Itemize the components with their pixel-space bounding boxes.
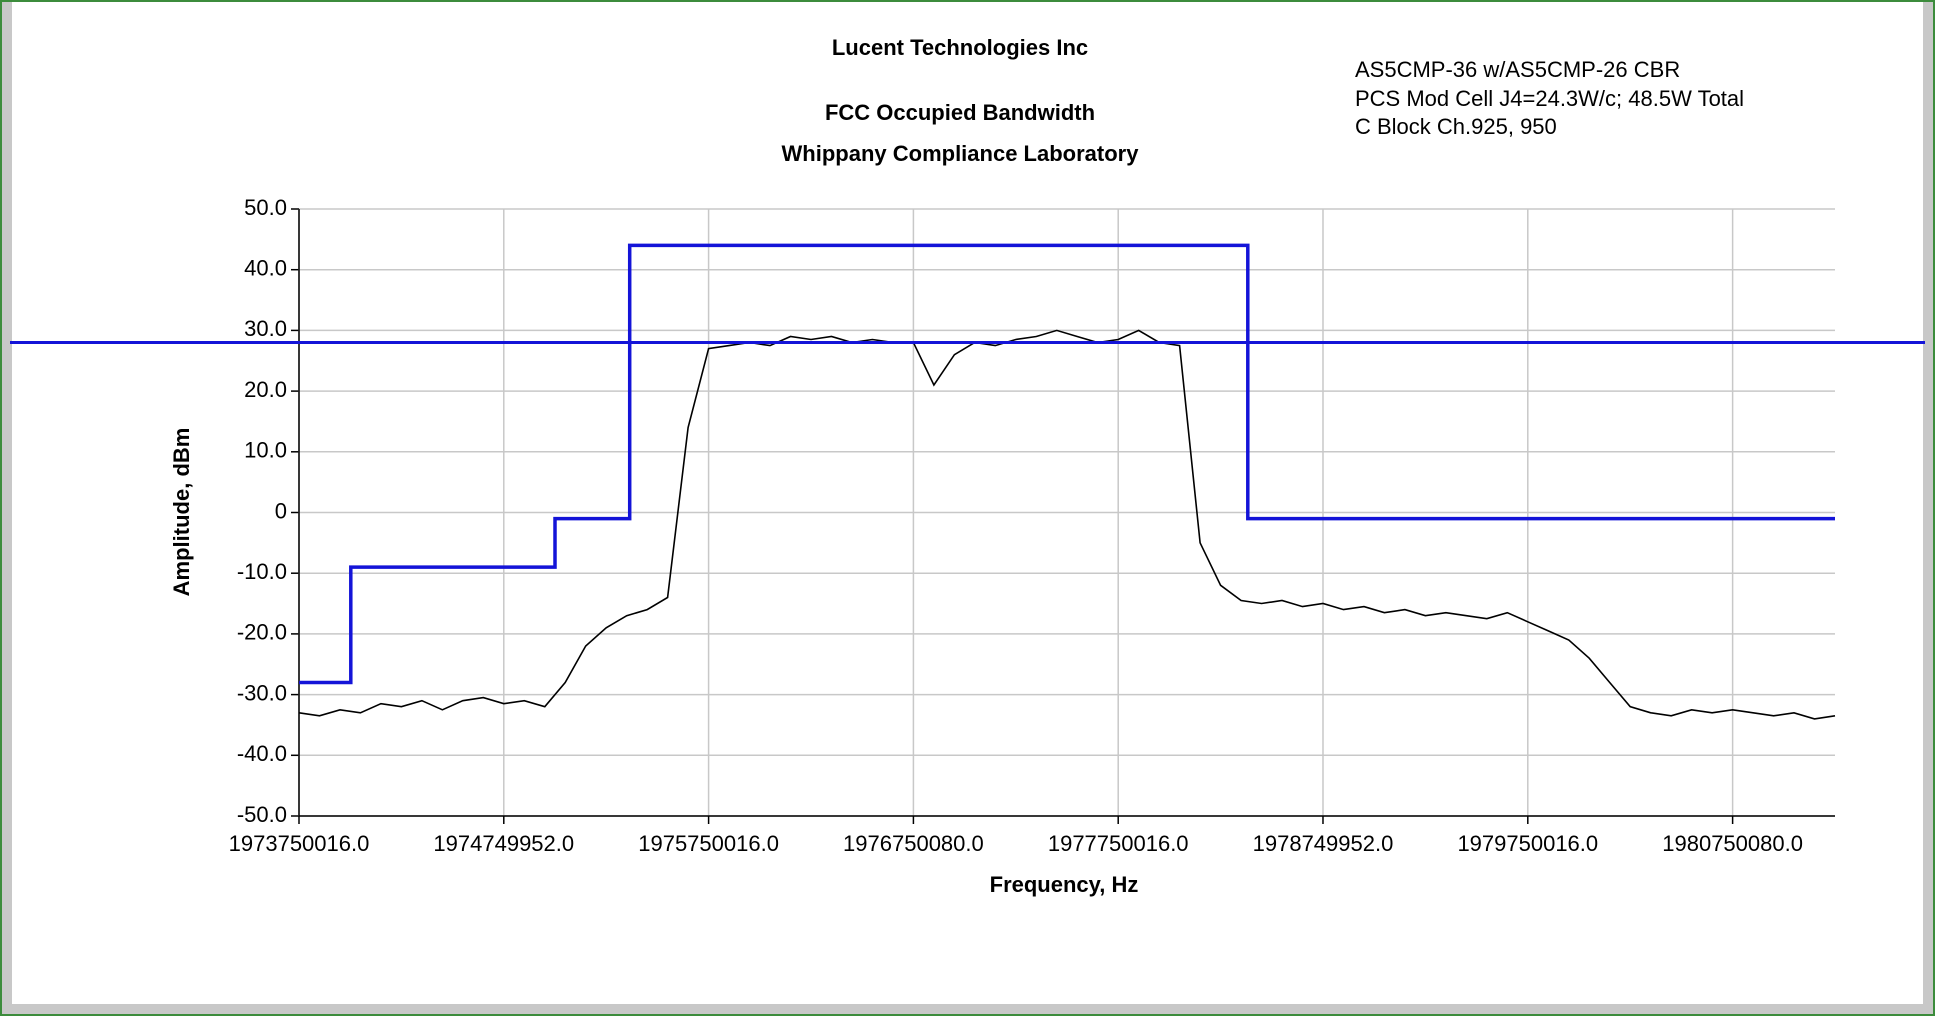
y-tick-label: 10.0 <box>244 438 287 463</box>
series-line <box>299 243 1835 685</box>
chart-title: Lucent Technologies Inc <box>832 35 1088 60</box>
y-axis-label: Amplitude, dBm <box>169 428 194 597</box>
frame-bottom <box>2 1004 1933 1014</box>
y-tick-label: 50.0 <box>244 195 287 220</box>
frame-right <box>1923 2 1933 1014</box>
chart-subtitle: FCC Occupied Bandwidth <box>825 100 1095 125</box>
y-tick-label: 0 <box>275 498 287 523</box>
y-tick-label: 30.0 <box>244 316 287 341</box>
annotation: AS5CMP-36 w/AS5CMP-26 CBR <box>1355 57 1680 82</box>
series-line <box>298 329 1836 720</box>
x-tick-label: 1976750080.0 <box>843 831 984 856</box>
x-tick-label: 1975750016.0 <box>638 831 779 856</box>
x-tick-label: 1979750016.0 <box>1457 831 1598 856</box>
chart-subtitle: Whippany Compliance Laboratory <box>782 141 1140 166</box>
annotation: C Block Ch.925, 950 <box>1355 114 1557 139</box>
y-tick-label: 40.0 <box>244 256 287 281</box>
y-tick-label: 20.0 <box>244 377 287 402</box>
x-axis-label: Frequency, Hz <box>990 872 1139 897</box>
x-tick-label: 1973750016.0 <box>229 831 370 856</box>
frame-left <box>2 2 12 1014</box>
annotation: PCS Mod Cell J4=24.3W/c; 48.5W Total <box>1355 86 1744 111</box>
x-tick-label: 1978749952.0 <box>1253 831 1394 856</box>
y-tick-label: -30.0 <box>237 680 287 705</box>
x-tick-label: 1974749952.0 <box>433 831 574 856</box>
x-tick-label: 1977750016.0 <box>1048 831 1189 856</box>
y-tick-label: -10.0 <box>237 559 287 584</box>
y-tick-label: -40.0 <box>237 741 287 766</box>
y-tick-label: -20.0 <box>237 620 287 645</box>
x-tick-label: 1980750080.0 <box>1662 831 1803 856</box>
y-tick-label: -50.0 <box>237 802 287 827</box>
